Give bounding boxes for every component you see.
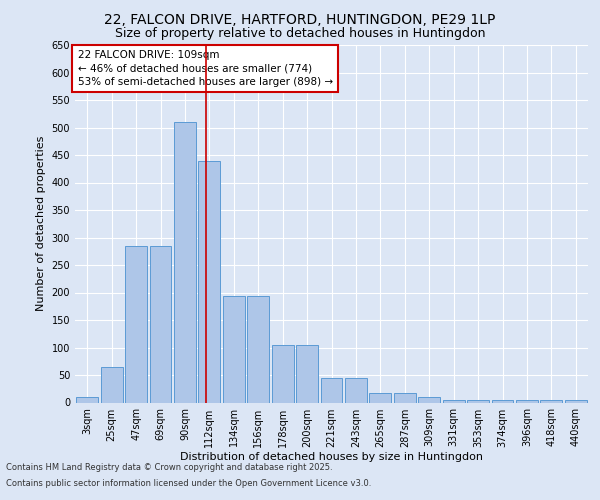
Bar — [149, 246, 172, 402]
Bar — [76, 397, 98, 402]
Bar — [223, 296, 245, 403]
Bar — [125, 246, 147, 402]
Bar — [345, 378, 367, 402]
Bar — [491, 400, 514, 402]
Text: Contains public sector information licensed under the Open Government Licence v3: Contains public sector information licen… — [6, 478, 371, 488]
Bar — [541, 400, 562, 402]
Bar — [174, 122, 196, 402]
Y-axis label: Number of detached properties: Number of detached properties — [36, 136, 46, 312]
Bar — [101, 367, 122, 402]
X-axis label: Distribution of detached houses by size in Huntingdon: Distribution of detached houses by size … — [180, 452, 483, 462]
Bar — [467, 400, 489, 402]
Bar — [320, 378, 343, 402]
Text: Size of property relative to detached houses in Huntingdon: Size of property relative to detached ho… — [115, 28, 485, 40]
Bar — [199, 160, 220, 402]
Bar — [394, 392, 416, 402]
Text: 22 FALCON DRIVE: 109sqm
← 46% of detached houses are smaller (774)
53% of semi-d: 22 FALCON DRIVE: 109sqm ← 46% of detache… — [77, 50, 332, 87]
Bar — [418, 397, 440, 402]
Text: Contains HM Land Registry data © Crown copyright and database right 2025.: Contains HM Land Registry data © Crown c… — [6, 464, 332, 472]
Bar — [443, 400, 464, 402]
Bar — [247, 296, 269, 403]
Bar — [516, 400, 538, 402]
Bar — [565, 400, 587, 402]
Bar — [370, 392, 391, 402]
Bar — [272, 345, 293, 403]
Bar — [296, 345, 318, 403]
Text: 22, FALCON DRIVE, HARTFORD, HUNTINGDON, PE29 1LP: 22, FALCON DRIVE, HARTFORD, HUNTINGDON, … — [104, 12, 496, 26]
